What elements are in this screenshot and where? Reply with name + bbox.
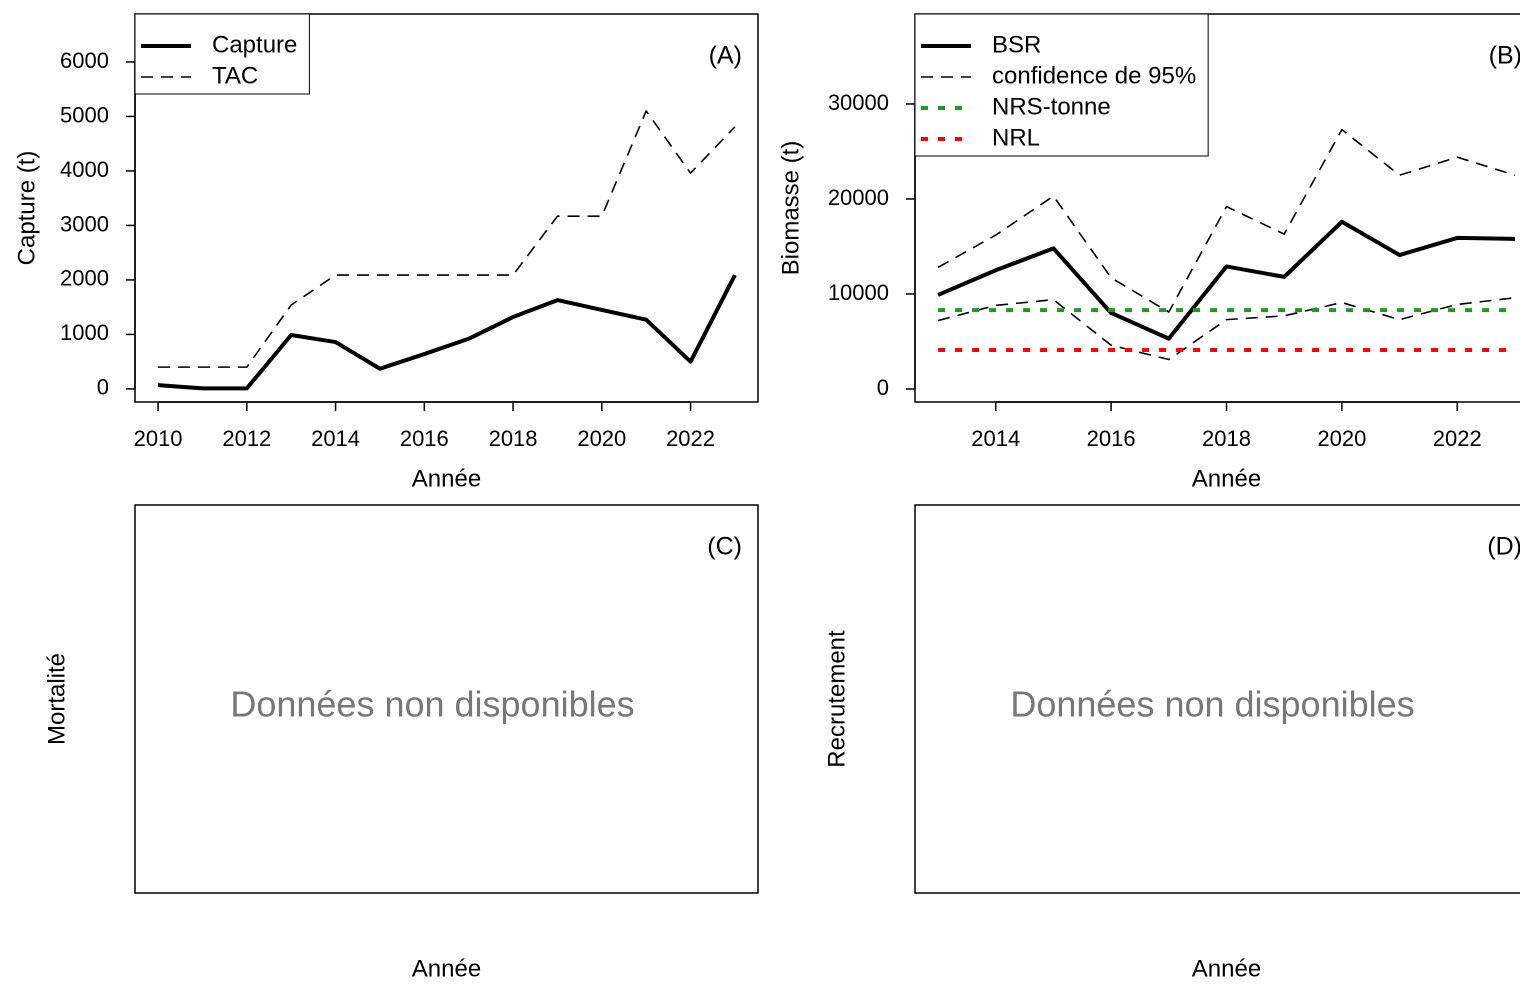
x-tick-label: 2018 <box>489 426 538 451</box>
plot-frame <box>134 504 759 894</box>
legend-label: NRL <box>992 124 1040 151</box>
x-axis-label: Année <box>1192 465 1261 492</box>
x-axis-label: Année <box>412 955 481 982</box>
x-tick-label: 2014 <box>311 426 360 451</box>
legend-label: BSR <box>992 31 1041 58</box>
series-line <box>158 110 736 368</box>
legend-label: NRS-tonne <box>992 93 1111 120</box>
y-tick-label: 6000 <box>60 48 109 73</box>
legend-label: TAC <box>212 62 258 89</box>
x-tick-label: 2020 <box>1317 426 1366 451</box>
y-tick-label: 4000 <box>60 157 109 182</box>
y-tick-label: 3000 <box>60 211 109 236</box>
x-tick-label: 2022 <box>666 426 715 451</box>
legend: Capture TAC <box>134 13 310 95</box>
legend-label: confidence de 95% <box>992 62 1196 89</box>
panel-label: (B) <box>1489 42 1520 70</box>
legend: BSR confidence de 95% NRS-tonne NRL <box>914 13 1209 157</box>
legend-frame <box>914 13 1209 157</box>
x-tick-label: 2012 <box>222 426 271 451</box>
legend-frame <box>134 13 310 95</box>
x-tick-label: 2016 <box>1087 426 1136 451</box>
panel-label: (D) <box>1487 533 1520 561</box>
series-line <box>937 296 1516 361</box>
y-tick-label: 30000 <box>828 90 889 115</box>
y-tick-label: 1000 <box>60 320 109 345</box>
y-tick-label: 20000 <box>828 185 889 210</box>
legend-label: Capture <box>212 31 297 58</box>
y-tick-label: 0 <box>97 375 109 400</box>
x-tick-label: 2010 <box>134 426 183 451</box>
y-tick-label: 5000 <box>60 102 109 127</box>
no-data-message: Données non disponibles <box>230 684 634 725</box>
series-line <box>937 128 1516 313</box>
x-tick-label: 2022 <box>1433 426 1482 451</box>
x-axis-label: Année <box>1192 955 1261 982</box>
x-tick-label: 2020 <box>577 426 626 451</box>
x-tick-label: 2014 <box>971 426 1020 451</box>
x-tick-label: 2018 <box>1202 426 1251 451</box>
panel-label: (C) <box>707 533 742 561</box>
no-data-message: Données non disponibles <box>1010 684 1414 725</box>
x-tick-label: 2016 <box>400 426 449 451</box>
series-line <box>157 274 737 391</box>
series-line <box>937 219 1515 341</box>
panel-label: (A) <box>709 42 742 70</box>
y-axis-label: Mortalité <box>43 653 70 745</box>
y-axis-label: Capture (t) <box>13 151 40 266</box>
y-tick-label: 2000 <box>60 266 109 291</box>
x-axis-label: Année <box>412 465 481 492</box>
y-tick-label: 0 <box>877 375 889 400</box>
y-tick-label: 10000 <box>828 280 889 305</box>
y-axis-label: Biomasse (t) <box>777 141 804 276</box>
y-axis-label: Recrutement <box>823 630 850 768</box>
plot-frame <box>914 504 1520 894</box>
